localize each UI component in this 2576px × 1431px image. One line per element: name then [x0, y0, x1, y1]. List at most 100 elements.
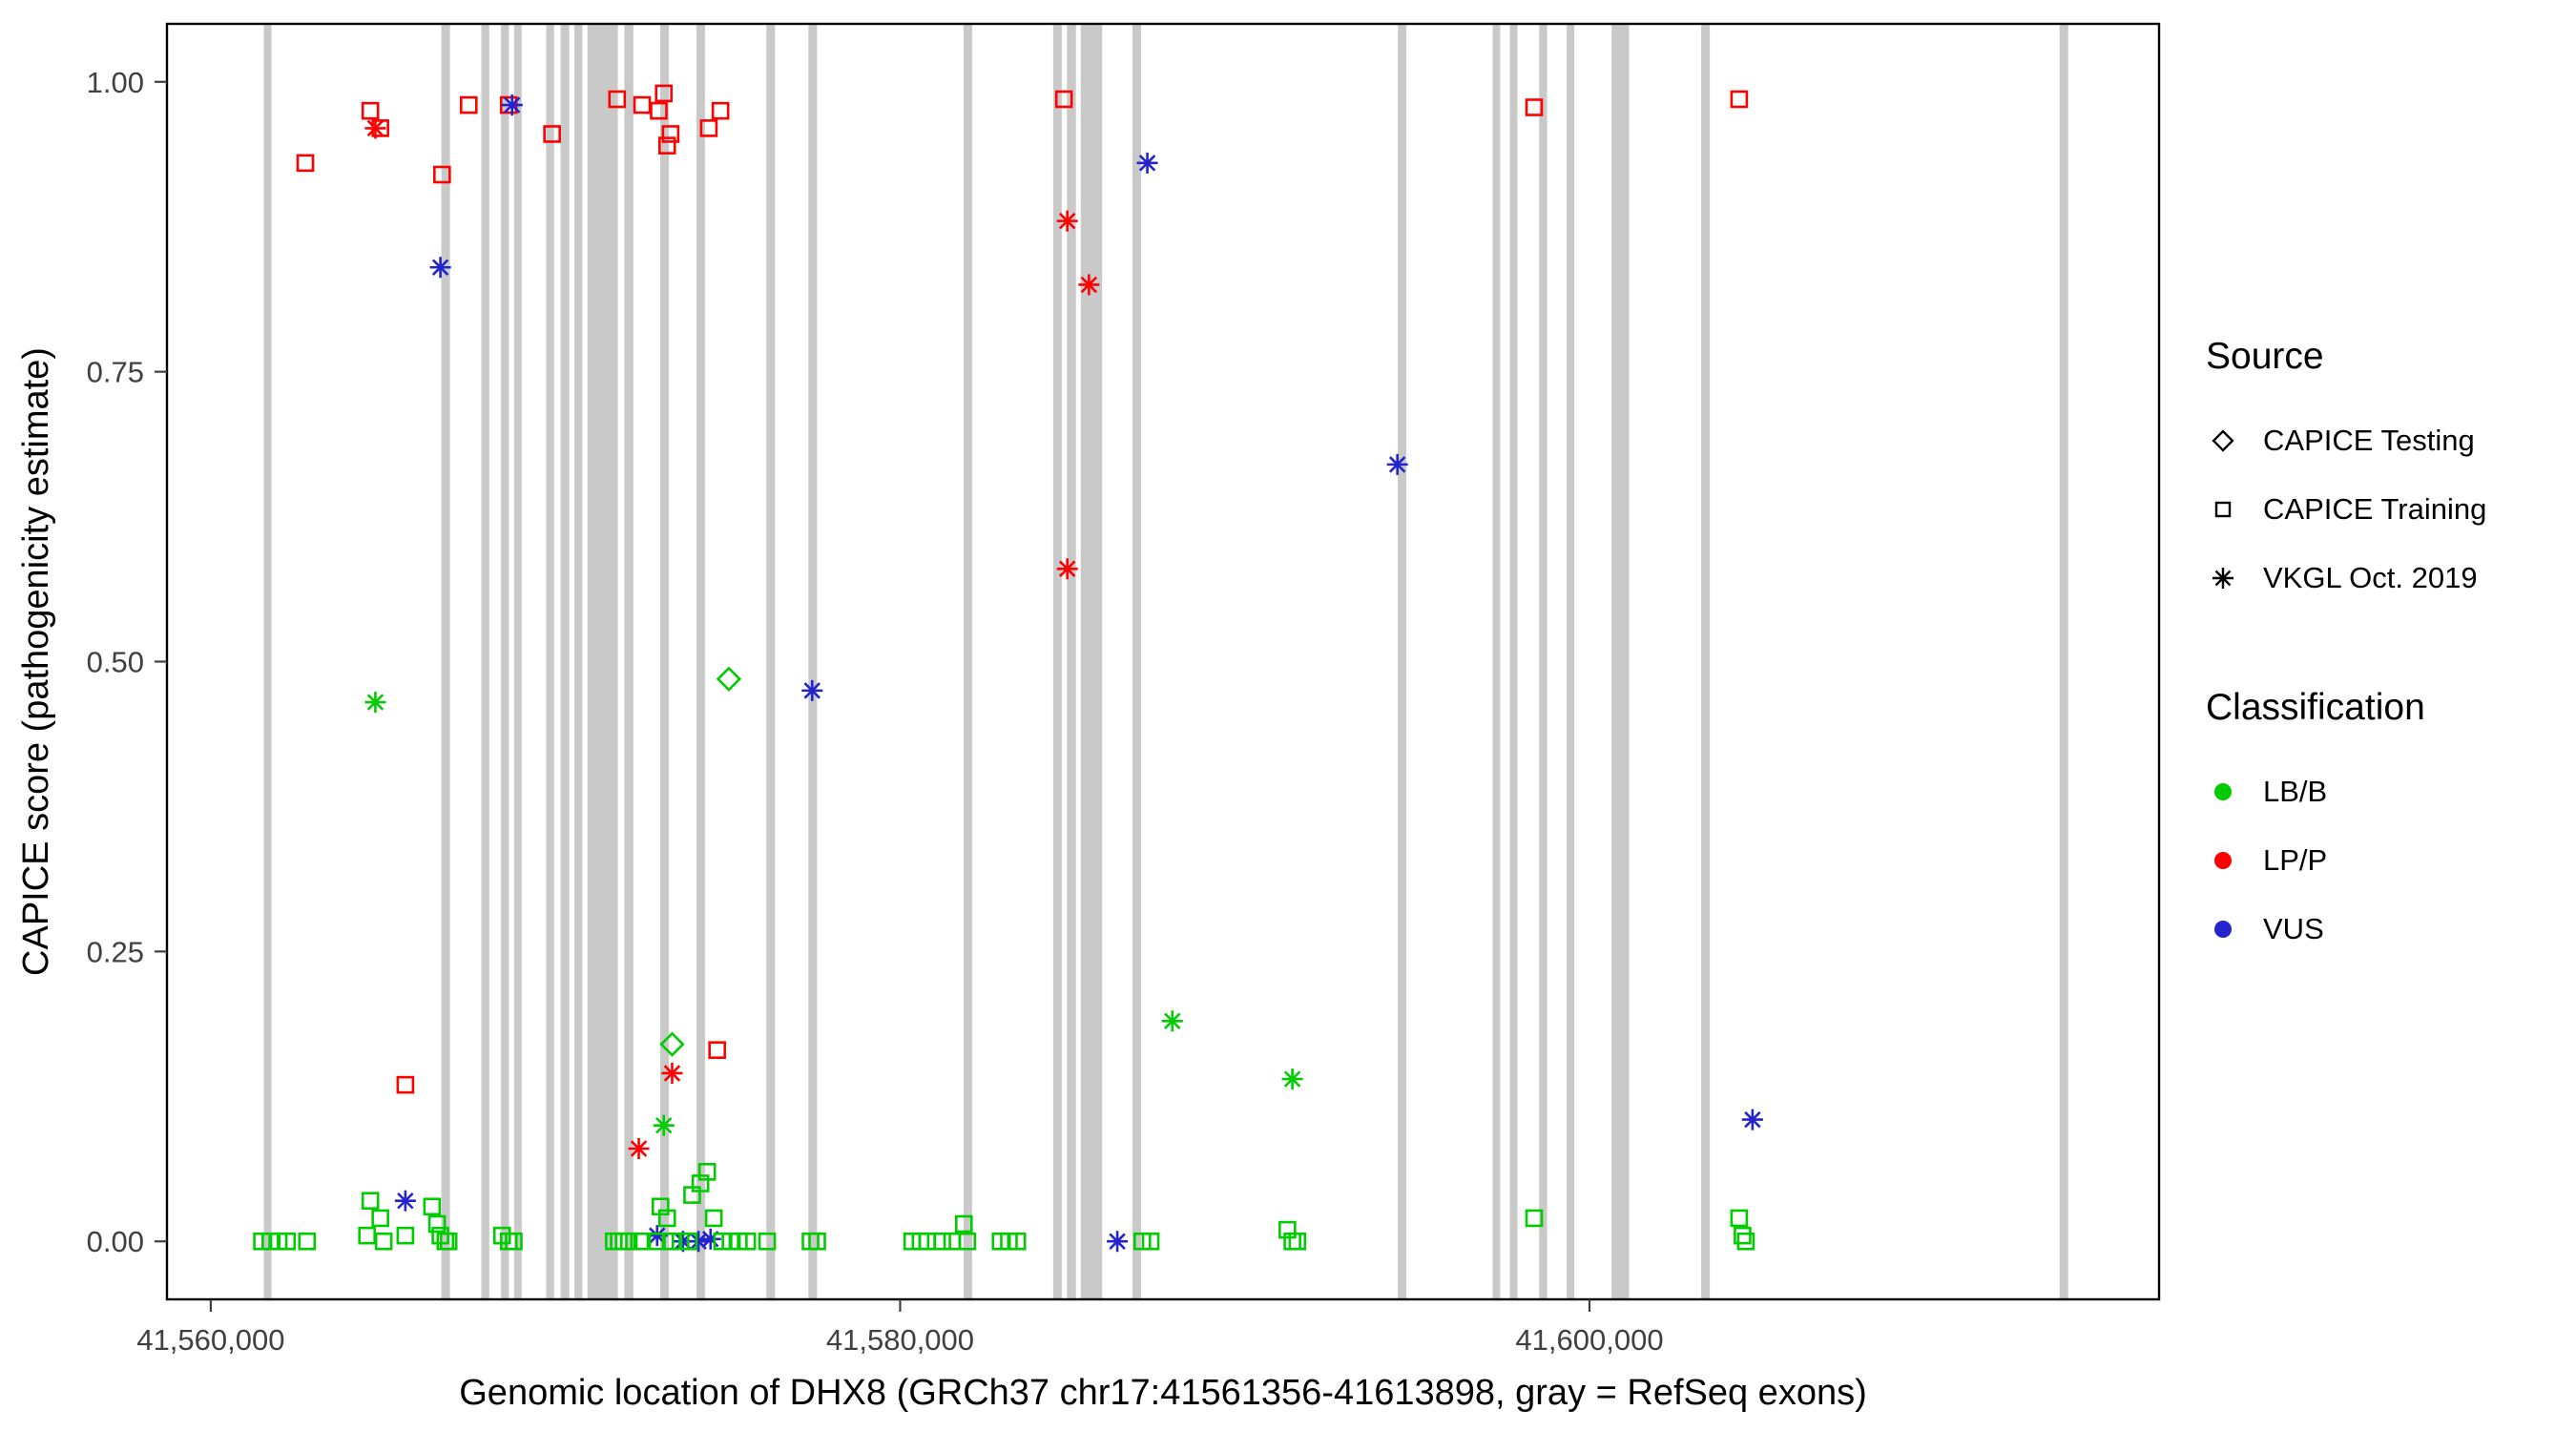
legend: Source CAPICE Testing CAPICE Training [2206, 336, 2486, 981]
legend-item-label: VUS [2263, 912, 2324, 945]
legend-classification: Classification LB/B LP/P VUS [2206, 687, 2486, 946]
data-point-square [650, 101, 668, 120]
legend-item-label: VKGL Oct. 2019 [2263, 561, 2478, 594]
data-point-square [954, 1214, 973, 1234]
data-point-asterisk [429, 257, 451, 279]
exon-bar [587, 24, 618, 1299]
x-axis-title: Genomic location of DHX8 (GRCh37 chr17:4… [459, 1373, 1867, 1413]
data-point-square [1736, 1232, 1755, 1251]
y-tick-label: 0.00 [87, 1225, 144, 1258]
data-point-square [633, 1232, 652, 1251]
legend-item-label: CAPICE Testing [2263, 424, 2475, 457]
data-point-asterisk [1741, 1109, 1763, 1130]
data-point-asterisk [364, 692, 386, 714]
data-point-square [433, 165, 451, 184]
data-point-square [396, 1075, 415, 1094]
red-dot-icon [2214, 852, 2232, 869]
y-tick-label: 0.25 [87, 935, 144, 968]
data-point-square [708, 1041, 726, 1059]
data-point-asterisk [364, 117, 386, 139]
legend-item-vus: VUS [2206, 912, 2486, 946]
data-point-square [1734, 1226, 1752, 1245]
data-point-square [1730, 90, 1749, 109]
legend-item-label: LP/P [2263, 843, 2328, 877]
data-point-square [396, 1226, 415, 1245]
data-point-square [1525, 1209, 1544, 1228]
legend-item-label: CAPICE Training [2263, 492, 2487, 526]
legend-item-capice-testing: CAPICE Testing [2206, 424, 2486, 458]
exon-bar [501, 24, 509, 1299]
data-point-square [371, 1209, 389, 1228]
exon-bar [263, 24, 272, 1299]
data-point-square [608, 90, 627, 109]
y-axis-title: CAPICE score (pathogenicity estimate) [16, 347, 56, 976]
exon-bar [1132, 24, 1141, 1299]
blue-dot-icon [2214, 921, 2232, 938]
exon-bar [513, 24, 522, 1299]
y-tick-label: 1.00 [87, 66, 144, 99]
legend-item-lbb: LB/B [2206, 775, 2486, 809]
exon-bar [1567, 24, 1575, 1299]
data-point-square [1283, 1232, 1301, 1251]
data-point-square [697, 1163, 717, 1181]
data-point-square [439, 1232, 458, 1251]
data-point-square [933, 1232, 951, 1251]
y-tick-label: 0.50 [87, 646, 144, 679]
data-point-asterisk [1107, 1231, 1129, 1253]
data-point-asterisk [1056, 210, 1078, 232]
data-point-square [1008, 1232, 1027, 1251]
exon-bar [481, 24, 489, 1299]
data-point-square [1054, 90, 1073, 109]
exon-bar [660, 24, 670, 1299]
data-point-square [1288, 1232, 1307, 1251]
data-point-square [298, 1232, 317, 1251]
data-point-square [758, 1232, 777, 1251]
green-dot-icon [2214, 783, 2232, 800]
data-point-square [657, 136, 676, 155]
legend-item-lpp: LP/P [2206, 843, 2486, 878]
exon-bar [963, 24, 972, 1299]
data-point-square [737, 1232, 757, 1251]
data-point-square [958, 1232, 977, 1251]
exon-bar [441, 24, 450, 1299]
exon-bar [1052, 24, 1062, 1299]
data-point-asterisk [394, 1190, 416, 1212]
data-point-square [278, 1232, 297, 1251]
legend-item-label: LB/B [2263, 775, 2328, 808]
data-point-square [1278, 1220, 1297, 1239]
legend-item-capice-training: CAPICE Training [2206, 492, 2486, 527]
data-point-square [505, 1232, 523, 1251]
exon-bar [1611, 24, 1630, 1299]
data-point-square [619, 1232, 638, 1251]
x-tick-label: 41,580,000 [826, 1323, 974, 1357]
legend-source: Source CAPICE Testing CAPICE Training [2206, 336, 2486, 595]
exon-bar [1509, 24, 1518, 1299]
asterisk-icon [2212, 568, 2233, 589]
data-point-square [296, 154, 315, 173]
exon-bar [560, 24, 570, 1299]
panel-border [165, 22, 2161, 1301]
exon-bar [808, 24, 818, 1299]
data-point-square [679, 1232, 698, 1251]
exon-bar [766, 24, 776, 1299]
exon-bar [546, 24, 554, 1299]
exon-bar [1080, 24, 1103, 1299]
exon-bar [1398, 24, 1407, 1299]
data-point-square [808, 1232, 826, 1251]
data-point-square [943, 1232, 962, 1251]
data-point-square [1525, 98, 1544, 116]
data-point-asterisk [1386, 453, 1408, 475]
data-point-square [633, 95, 652, 114]
data-point-asterisk [1056, 558, 1078, 580]
x-tick-label: 41,600,000 [1515, 1323, 1663, 1357]
data-point-asterisk [1078, 274, 1100, 296]
data-point-square [427, 1214, 447, 1234]
data-point-diamond [716, 666, 742, 692]
data-point-square [646, 1232, 665, 1251]
exon-bar [574, 24, 583, 1299]
data-point-diamond [659, 1031, 685, 1057]
data-point-asterisk [653, 1114, 675, 1136]
diamond-icon [2212, 429, 2234, 452]
